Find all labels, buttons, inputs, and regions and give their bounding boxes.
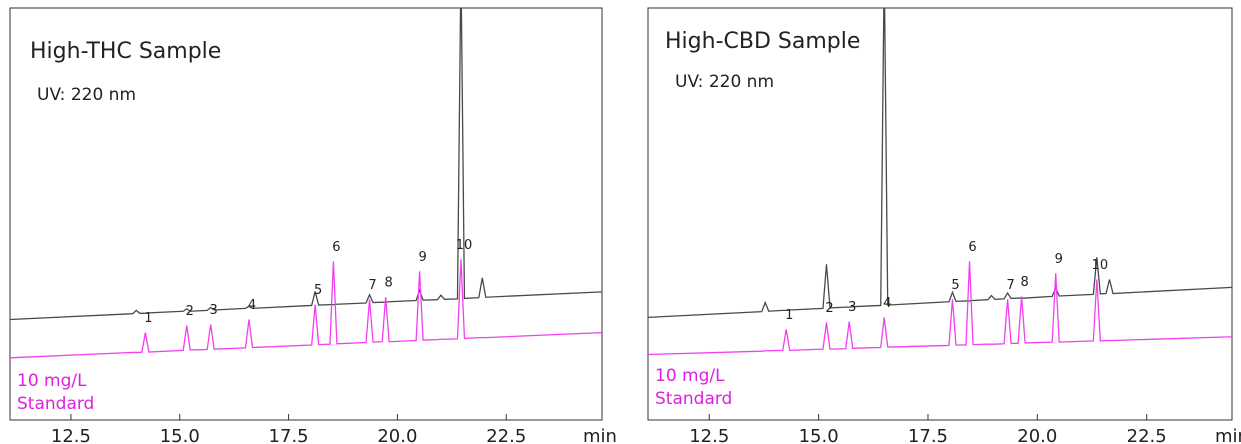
peak-label: 5 — [951, 278, 959, 293]
peak-label: 1 — [785, 308, 793, 323]
x-tick-label: 15.0 — [160, 426, 200, 444]
x-tick-label: 20.0 — [377, 426, 417, 444]
peak-label: 7 — [368, 278, 376, 293]
trace-annotation: 10 mg/L — [655, 366, 725, 386]
peak-label: 10 — [456, 238, 473, 253]
x-axis-label: min — [1215, 426, 1241, 444]
plot-frame — [647, 7, 1233, 421]
x-tick-label: 17.5 — [269, 426, 309, 444]
plot-frame — [9, 7, 603, 421]
peak-label: 1 — [144, 311, 152, 326]
x-tick-label: 20.0 — [1017, 426, 1057, 444]
peak-label: 8 — [1020, 275, 1028, 290]
chart-panel: 12.5 15.0 17.5 20.0 22.5 min High-CBD Sample UV… — [647, 7, 1241, 444]
peak-label: 6 — [968, 240, 976, 255]
peak-label: 5 — [314, 283, 322, 298]
trace — [648, 8, 1232, 319]
peak-label: 3 — [848, 300, 856, 315]
peak-label: 4 — [248, 298, 256, 313]
trace-annotation: Standard — [17, 394, 94, 414]
trace-annotation: 10 mg/L — [17, 371, 87, 391]
peak-label: 3 — [210, 303, 218, 318]
chart-panel: 12.5 15.0 17.5 20.0 22.5 min High-THC Sample UV… — [9, 7, 617, 444]
x-axis-label: min — [583, 426, 617, 444]
peak-label: 2 — [186, 304, 194, 319]
peak-label: 4 — [883, 296, 891, 311]
x-tick-label: 22.5 — [486, 426, 526, 444]
trace-annotation: Standard — [655, 389, 732, 409]
peak-label: 6 — [332, 240, 340, 255]
trace — [648, 261, 1232, 356]
peak-label: 8 — [385, 276, 393, 291]
x-tick-label: 17.5 — [908, 426, 948, 444]
chart-title: High-THC Sample — [30, 39, 221, 64]
chart-subtitle: UV: 220 nm — [37, 85, 136, 105]
chart-title: High-CBD Sample — [665, 29, 860, 54]
peak-label: 10 — [1092, 258, 1109, 273]
x-tick-label: 12.5 — [689, 426, 729, 444]
peak-label: 2 — [825, 301, 833, 316]
x-tick-label: 15.0 — [799, 426, 839, 444]
peak-label: 9 — [418, 250, 426, 265]
trace — [10, 8, 602, 321]
peak-label: 7 — [1006, 278, 1014, 293]
peak-label: 9 — [1055, 252, 1063, 267]
x-tick-label: 12.5 — [51, 426, 91, 444]
chart-subtitle: UV: 220 nm — [675, 72, 774, 92]
trace — [10, 259, 602, 359]
x-tick-label: 22.5 — [1127, 426, 1167, 444]
